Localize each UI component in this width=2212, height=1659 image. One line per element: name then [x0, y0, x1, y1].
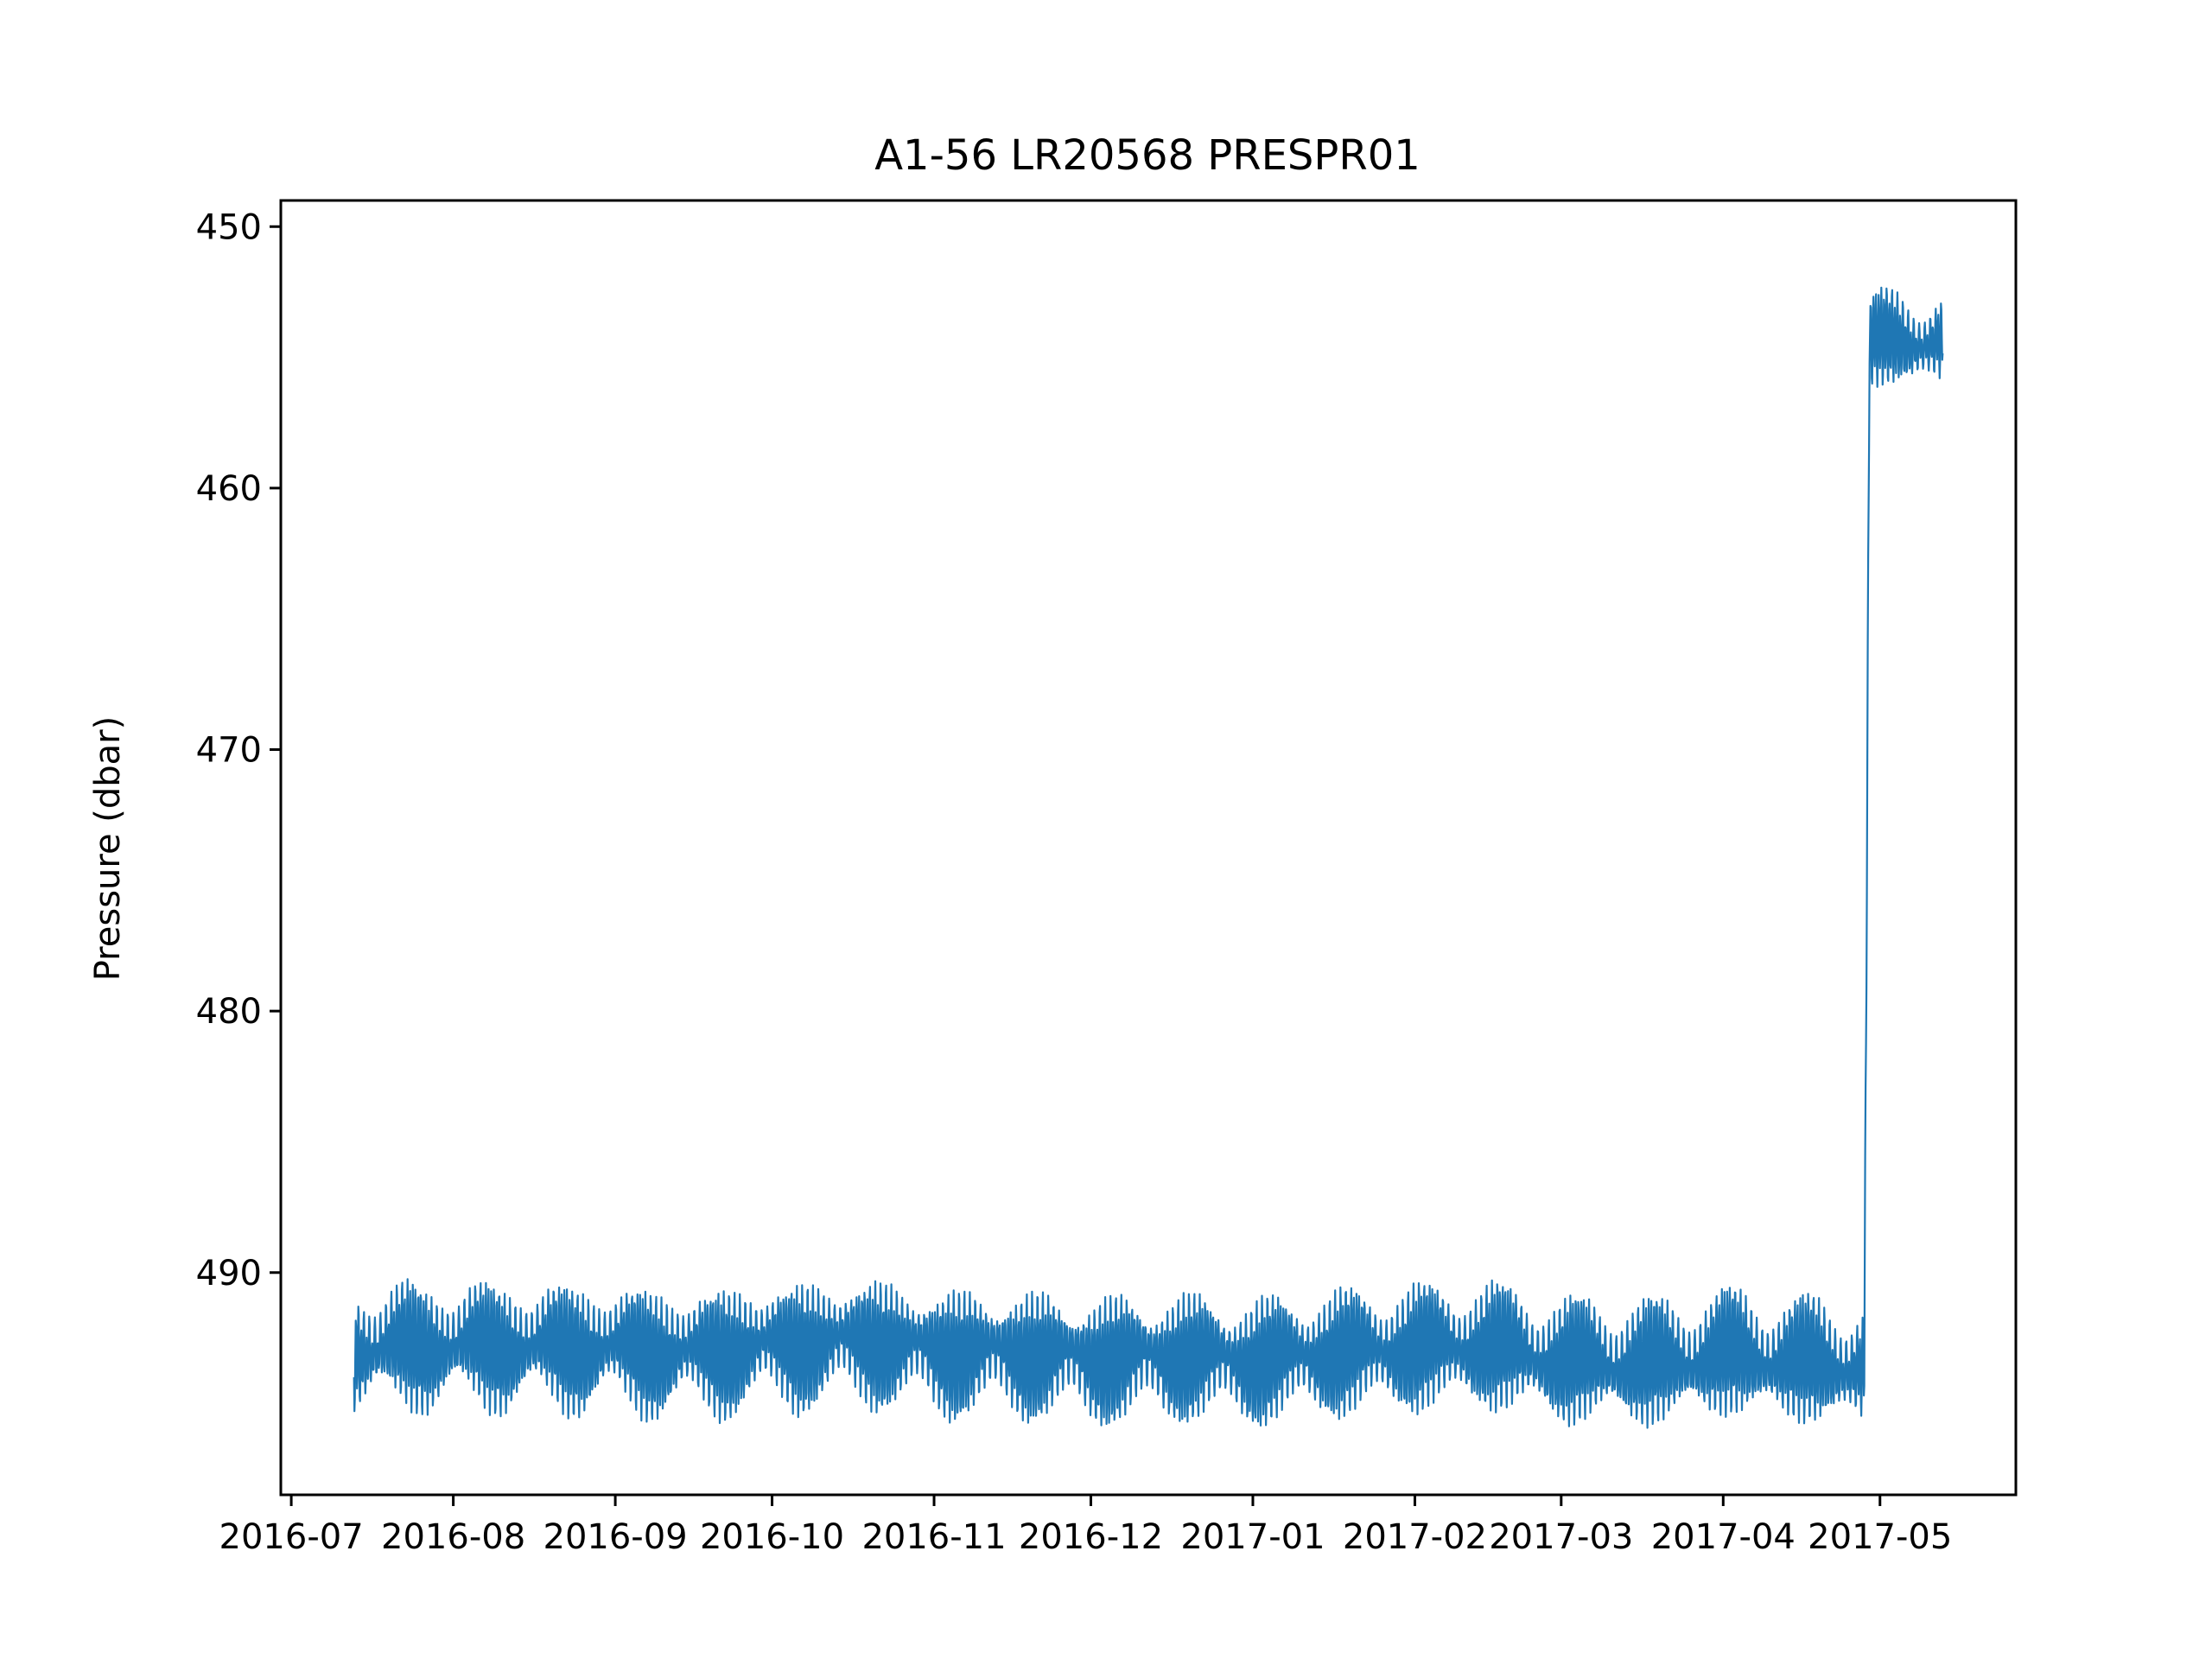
plot-frame	[279, 199, 2018, 1497]
x-tick-label: 2017-01	[1180, 1517, 1325, 1557]
x-tick-label: 2016-08	[381, 1517, 525, 1557]
x-axis-ticks: 2016-07 2016-08 2016-09 2016-10 2016-11 2016-…	[219, 1495, 1952, 1557]
x-tick-label: 2016-10	[700, 1517, 844, 1557]
pressure-series-line	[353, 286, 1944, 1429]
x-tick-label: 2016-07	[219, 1517, 364, 1557]
x-tick-label: 2016-11	[861, 1517, 1006, 1557]
x-tick-label: 2016-09	[543, 1517, 688, 1557]
y-tick-label: 460	[196, 469, 262, 509]
y-tick-label: 470	[196, 731, 262, 771]
chart-title: A1-56 LR20568 PRESPR01	[874, 131, 1421, 180]
y-tick-label: 490	[196, 1254, 262, 1294]
y-tick-label: 480	[196, 992, 262, 1032]
plot-area	[353, 286, 1944, 1429]
y-axis-ticks: 450 460 470 480 490	[196, 207, 281, 1294]
y-tick-label: 450	[196, 207, 262, 247]
x-tick-label: 2016-12	[1019, 1517, 1163, 1557]
y-axis-label: Pressure (dbar)	[88, 716, 128, 981]
x-tick-label: 2017-04	[1651, 1517, 1796, 1557]
x-tick-label: 2017-05	[1808, 1517, 1952, 1557]
x-tick-label: 2017-02	[1343, 1517, 1487, 1557]
x-tick-label: 2017-03	[1489, 1517, 1633, 1557]
